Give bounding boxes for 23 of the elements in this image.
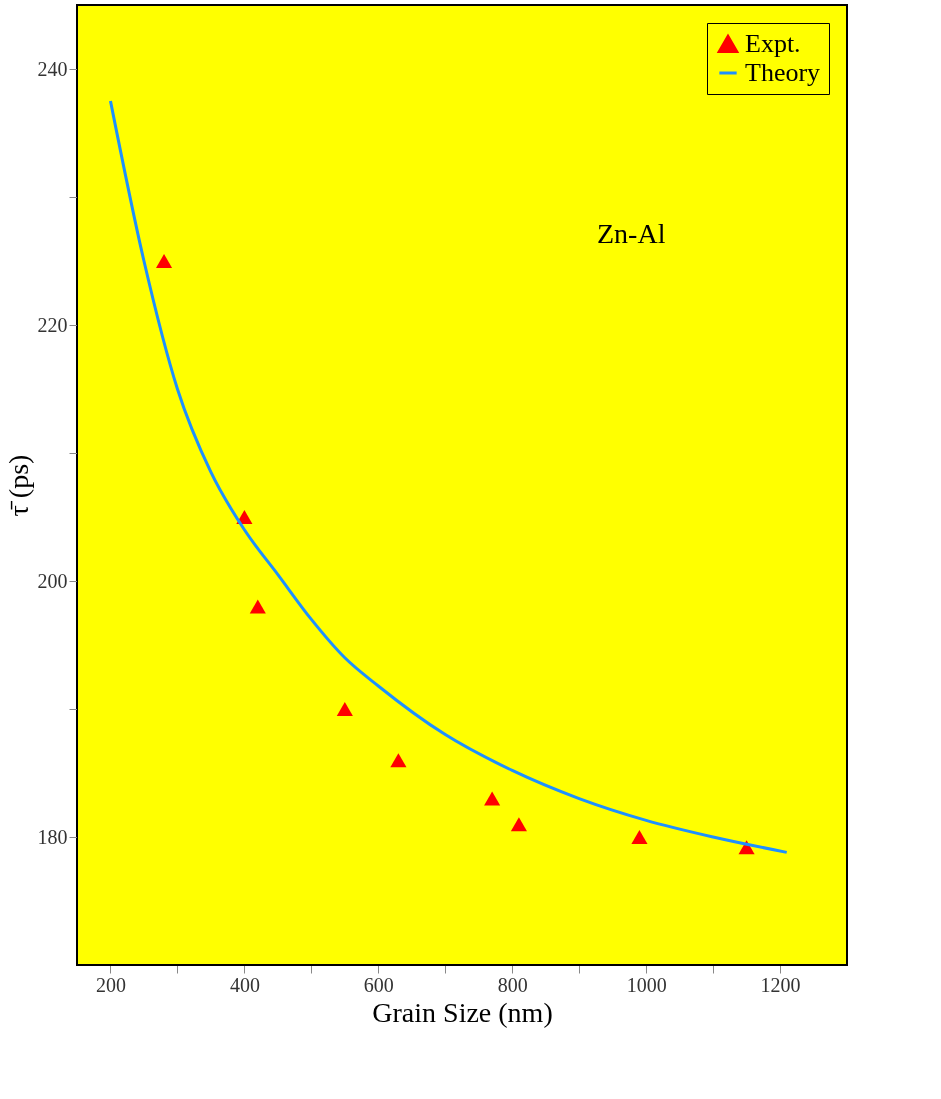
- x-tick-label: 800: [497, 973, 528, 996]
- point: [249, 599, 266, 614]
- point: [390, 753, 407, 768]
- point: [510, 817, 527, 832]
- legend-label: Expt.: [745, 29, 801, 58]
- x-tick-label: 200: [95, 973, 126, 996]
- y-tick-label: 180: [37, 825, 68, 848]
- legend-label: Theory: [745, 58, 821, 87]
- x-axis-title: Grain Size (nm): [372, 996, 553, 1028]
- x-tick-label: 400: [229, 973, 260, 996]
- y-tick-label: 240: [37, 57, 68, 80]
- point: [631, 830, 648, 844]
- x-tick-label: 1200: [760, 973, 801, 996]
- y-tick-label: 220: [37, 313, 68, 336]
- x-tick-label: 1000: [626, 973, 667, 996]
- y-axis-title: τ̄ (ps): [2, 454, 34, 517]
- point: [336, 702, 353, 716]
- point: [484, 791, 501, 806]
- y-tick-label: 200: [37, 569, 68, 592]
- x-tick-label: 600: [363, 973, 394, 996]
- point: [155, 254, 173, 268]
- line-series: [108, 99, 789, 854]
- annotation: Zn-Al: [597, 218, 666, 249]
